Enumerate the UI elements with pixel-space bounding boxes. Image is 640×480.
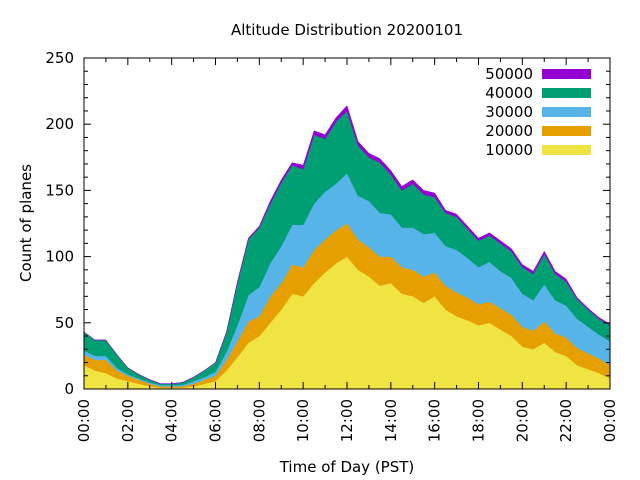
x-tick-label: 02:00	[119, 399, 137, 442]
legend-label-50000: 50000	[485, 65, 533, 83]
y-tick-label: 50	[55, 314, 74, 332]
x-tick-label: 18:00	[470, 399, 488, 442]
x-tick-label: 06:00	[207, 399, 225, 442]
x-tick-label: 20:00	[513, 399, 531, 442]
y-axis: 0 50 100 150 200 250	[45, 49, 610, 398]
x-tick-label: 08:00	[250, 399, 268, 442]
y-tick-label: 100	[45, 248, 74, 266]
y-tick-label: 250	[45, 49, 74, 67]
legend-swatch-20000	[542, 126, 591, 136]
x-axis: 00:00 02:00 04:00 06:00 08:00 10:00 12:00 14:00…	[75, 58, 619, 442]
x-tick-label: 22:00	[557, 399, 575, 442]
legend-swatch-10000	[542, 145, 591, 155]
x-tick-label: 16:00	[426, 399, 444, 442]
legend-swatch-50000	[542, 69, 591, 79]
y-tick-label: 0	[64, 380, 74, 398]
x-tick-label: 00:00	[601, 399, 619, 442]
y-tick-label: 200	[45, 115, 74, 133]
chart-title: Altitude Distribution 20200101	[231, 21, 463, 39]
x-tick-label: 04:00	[163, 399, 181, 442]
area-series-group	[83, 105, 611, 390]
x-axis-title: Time of Day (PST)	[279, 458, 415, 476]
legend-label-20000: 20000	[485, 122, 533, 140]
y-axis-title: Count of planes	[17, 164, 35, 282]
x-tick-label: 10:00	[294, 399, 312, 442]
legend-swatch-40000	[542, 88, 591, 98]
legend-label-30000: 30000	[485, 103, 533, 121]
legend-swatch-30000	[542, 107, 591, 117]
x-tick-label: 14:00	[382, 399, 400, 442]
x-tick-label: 12:00	[338, 399, 356, 442]
legend-label-40000: 40000	[485, 84, 533, 102]
y-tick-label: 150	[45, 181, 74, 199]
legend-label-10000: 10000	[485, 141, 533, 159]
x-tick-label: 00:00	[75, 399, 93, 442]
